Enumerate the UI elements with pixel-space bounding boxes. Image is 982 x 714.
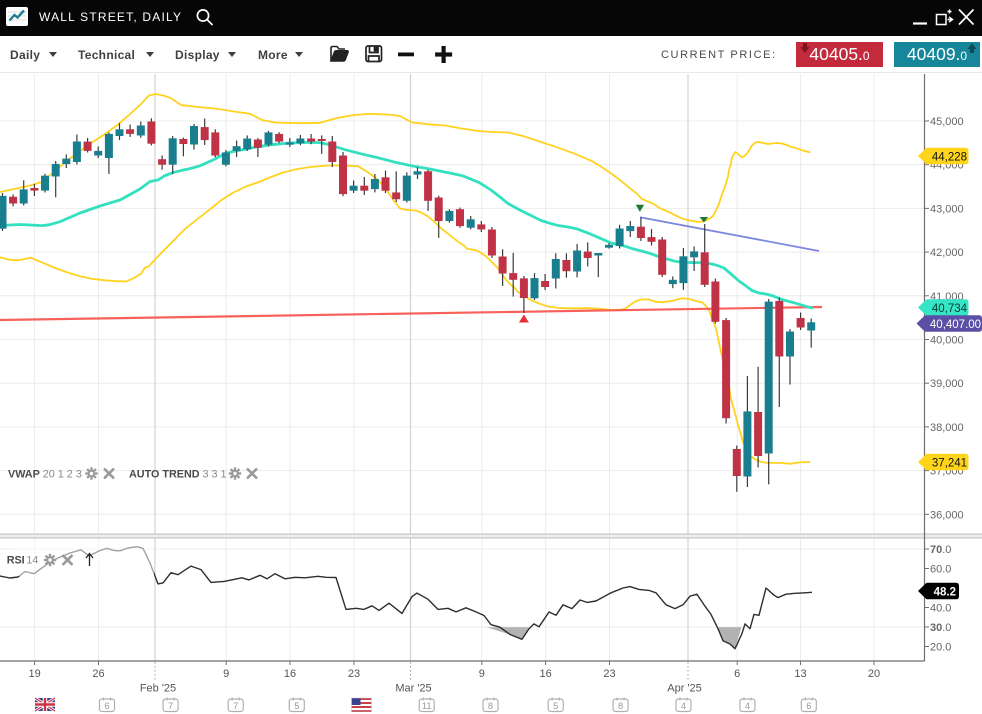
svg-text:9: 9 [479,668,485,680]
svg-text:20.0: 20.0 [930,642,951,654]
svg-text:AUTO TREND: AUTO TREND [129,468,200,480]
svg-text:RSI: RSI [7,555,25,567]
svg-text:40.0: 40.0 [930,603,951,615]
svg-text:4: 4 [681,701,686,711]
svg-text:20 1 2 3: 20 1 2 3 [43,468,82,480]
svg-text:6: 6 [806,701,811,711]
svg-text:26: 26 [92,668,104,680]
svg-text:37,241: 37,241 [932,457,967,469]
svg-text:5: 5 [294,701,299,711]
svg-text:5: 5 [553,701,558,711]
svg-text:40,734: 40,734 [932,303,968,315]
svg-text:16: 16 [284,668,296,680]
svg-text:14: 14 [26,555,38,567]
svg-text:VWAP: VWAP [8,468,40,480]
svg-text:38,000: 38,000 [930,422,964,434]
svg-text:42,000: 42,000 [930,247,964,259]
svg-text:40,407.00: 40,407.00 [930,319,981,331]
svg-text:48.2: 48.2 [934,586,956,598]
svg-text:8: 8 [488,701,493,711]
svg-text:3 3 1: 3 3 1 [203,468,227,480]
svg-text:60.0: 60.0 [930,564,951,576]
svg-text:36,000: 36,000 [930,509,964,521]
svg-text:6: 6 [734,668,740,680]
svg-text:19: 19 [28,668,40,680]
svg-text:43,000: 43,000 [930,203,964,215]
svg-text:7: 7 [233,701,238,711]
svg-text:Mar '25: Mar '25 [395,683,431,695]
svg-text:45,000: 45,000 [930,116,964,128]
svg-text:11: 11 [422,701,432,711]
svg-text:8: 8 [618,701,623,711]
svg-text:9: 9 [223,668,229,680]
svg-text:44,228: 44,228 [932,151,967,163]
svg-text:Feb '25: Feb '25 [140,683,176,695]
svg-text:40,000: 40,000 [930,335,964,347]
svg-text:23: 23 [603,668,615,680]
svg-text:7: 7 [168,701,173,711]
svg-text:20: 20 [868,668,880,680]
svg-text:13: 13 [794,668,806,680]
svg-text:6: 6 [104,701,109,711]
svg-text:23: 23 [348,668,360,680]
svg-text:30.0: 30.0 [930,622,951,634]
svg-text:4: 4 [745,701,750,711]
svg-text:70.0: 70.0 [930,544,951,556]
svg-text:39,000: 39,000 [930,378,964,390]
svg-text:Apr '25: Apr '25 [667,683,702,695]
svg-text:16: 16 [539,668,551,680]
